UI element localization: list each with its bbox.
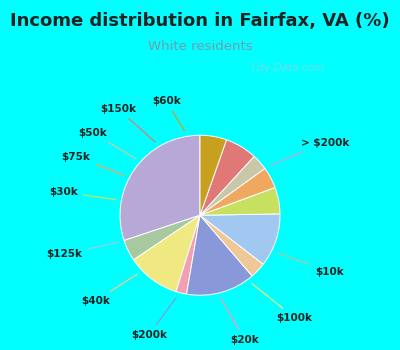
Text: City-Data.com: City-Data.com — [251, 63, 325, 73]
Text: $50k: $50k — [78, 128, 136, 159]
Text: White residents: White residents — [148, 40, 252, 53]
Wedge shape — [200, 214, 280, 264]
Wedge shape — [186, 215, 252, 295]
Wedge shape — [200, 135, 226, 215]
Text: > $200k: > $200k — [270, 138, 349, 166]
Text: $100k: $100k — [252, 284, 313, 323]
Wedge shape — [200, 156, 265, 215]
Wedge shape — [200, 215, 263, 276]
Text: $200k: $200k — [131, 298, 176, 340]
Wedge shape — [200, 168, 275, 215]
Text: $75k: $75k — [62, 152, 124, 175]
Text: Income distribution in Fairfax, VA (%): Income distribution in Fairfax, VA (%) — [10, 12, 390, 30]
Wedge shape — [200, 188, 280, 215]
Text: $20k: $20k — [221, 299, 259, 345]
Text: $60k: $60k — [152, 96, 184, 131]
Wedge shape — [200, 140, 254, 215]
Text: $30k: $30k — [49, 187, 116, 199]
Wedge shape — [120, 135, 200, 240]
Text: $125k: $125k — [46, 242, 118, 259]
Wedge shape — [124, 215, 200, 260]
Text: $150k: $150k — [100, 104, 155, 142]
Text: $10k: $10k — [277, 253, 344, 276]
Wedge shape — [134, 215, 200, 292]
Text: $40k: $40k — [81, 274, 137, 306]
Wedge shape — [176, 215, 200, 294]
